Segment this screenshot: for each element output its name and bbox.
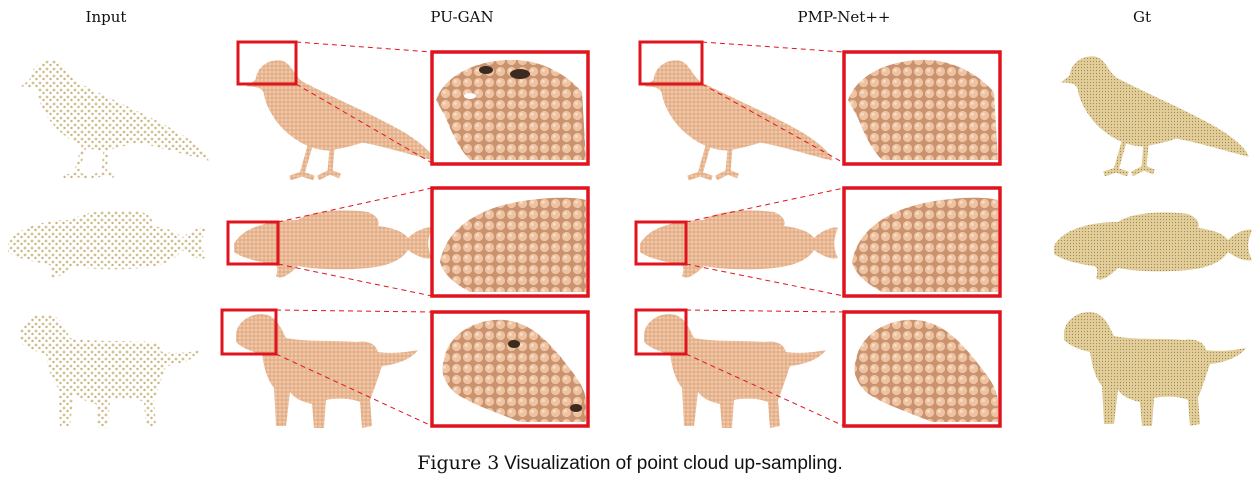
dog-pmpnet-connector-bottom <box>685 353 845 427</box>
bird-pmpnet-connector-bottom <box>701 83 845 164</box>
fish-pmpnet-points <box>640 210 838 278</box>
dog-pmpnet-zoom-box <box>634 308 688 356</box>
dog-gt-mesh <box>1064 312 1246 426</box>
fish-pugan-points <box>234 210 432 278</box>
dog-pugan-zoom-box <box>220 308 278 356</box>
fish-input-points <box>8 210 206 278</box>
dog-pugan-connector-bottom <box>275 353 433 427</box>
bird-pugan-connector-top <box>295 41 433 53</box>
dog-pugan-zoom-panel <box>430 310 590 428</box>
dog-pmpnet-zoom-panel <box>842 310 1002 428</box>
row-bird <box>22 40 1248 178</box>
fish-pmpnet-zoom-box <box>634 220 688 266</box>
dog-pugan-connector-top <box>275 309 433 313</box>
dog-pugan-points <box>236 314 418 428</box>
fish-pugan-zoom-panel <box>430 186 590 298</box>
row-dog <box>20 308 1246 428</box>
dog-pmpnet-points <box>644 314 826 428</box>
dog-pmpnet-connector-top <box>685 309 845 313</box>
figure-caption: Figure 3 Visualization of point cloud up… <box>0 452 1260 475</box>
bird-pmpnet-zoom-box <box>638 40 704 86</box>
column-title-pmpnet: PMP-Net++ <box>797 8 891 26</box>
bird-pugan-zoom-box <box>236 40 298 86</box>
figure-caption-text: Visualization of point cloud up-sampling… <box>504 453 843 474</box>
bird-pmpnet-connector-top <box>701 41 845 53</box>
column-title-input: Input <box>85 8 127 26</box>
column-title-gt: Gt <box>1132 8 1151 26</box>
fish-pugan-zoom-box <box>226 220 280 266</box>
fish-pmpnet-zoom-panel <box>842 186 1002 298</box>
bird-gt-mesh <box>1062 57 1248 174</box>
column-title-pugan: PU-GAN <box>430 8 494 26</box>
fish-pmpnet-connector-bottom <box>685 263 845 297</box>
bird-input-points <box>22 61 208 178</box>
figure-label: Figure 3 <box>417 452 500 474</box>
dog-input-points <box>20 314 202 428</box>
fish-gt-mesh <box>1054 212 1252 280</box>
bird-pmpnet-points <box>646 61 832 178</box>
bird-pugan-points <box>248 61 434 178</box>
upsampling-figure <box>8 40 1252 428</box>
row-fish <box>8 186 1252 298</box>
bird-pugan-zoom-panel <box>430 50 590 166</box>
bird-pmpnet-zoom-panel <box>842 50 1002 166</box>
